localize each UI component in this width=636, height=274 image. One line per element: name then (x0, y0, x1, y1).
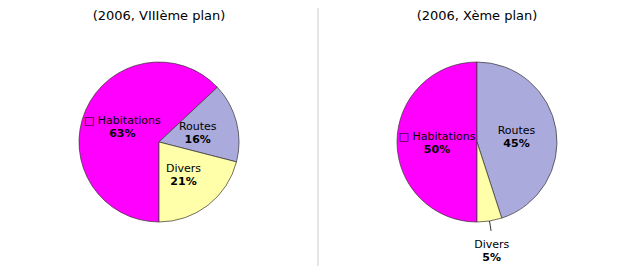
slice-value-label: 45% (503, 137, 529, 150)
slice-category-label: □ Habitations (84, 114, 161, 127)
slice-labels: □ Habitations50% Routes45% Divers5% (399, 124, 536, 264)
chart-svg: (2006, VIIIème plan)□ Habitations63%Rout… (0, 0, 636, 274)
slice-labels: □ Habitations63% Routes16% Divers21% (84, 114, 217, 187)
pie-panel: (2006, Xème plan) □ Habitations50% Routes4… (397, 8, 557, 264)
pie-slice (477, 142, 502, 222)
leader-line (490, 221, 492, 231)
slice-value-label: 50% (424, 143, 450, 156)
slice-category-label: □ Habitations (399, 130, 476, 143)
slice-value-label: 21% (170, 175, 196, 188)
pie (397, 62, 557, 222)
panel-divider (318, 8, 319, 266)
pie-slice (159, 142, 236, 222)
chart-title: (2006, Xème plan) (417, 8, 538, 23)
slice-category-label: Routes (498, 124, 536, 137)
pie-slice (397, 62, 477, 222)
slice-value-label: 5% (482, 251, 501, 264)
chart-title: (2006, VIIIème plan) (93, 8, 226, 23)
slice-value-label: 16% (185, 133, 211, 146)
slice-category-label: Divers (166, 162, 201, 175)
pie-panel: (2006, VIIIème plan) □ Habitations63% Rout… (79, 8, 239, 222)
slice-category-label: Divers (474, 238, 509, 251)
slice-category-label: Routes (179, 120, 217, 133)
pie (79, 62, 239, 222)
slice-value-label: 63% (109, 127, 135, 140)
